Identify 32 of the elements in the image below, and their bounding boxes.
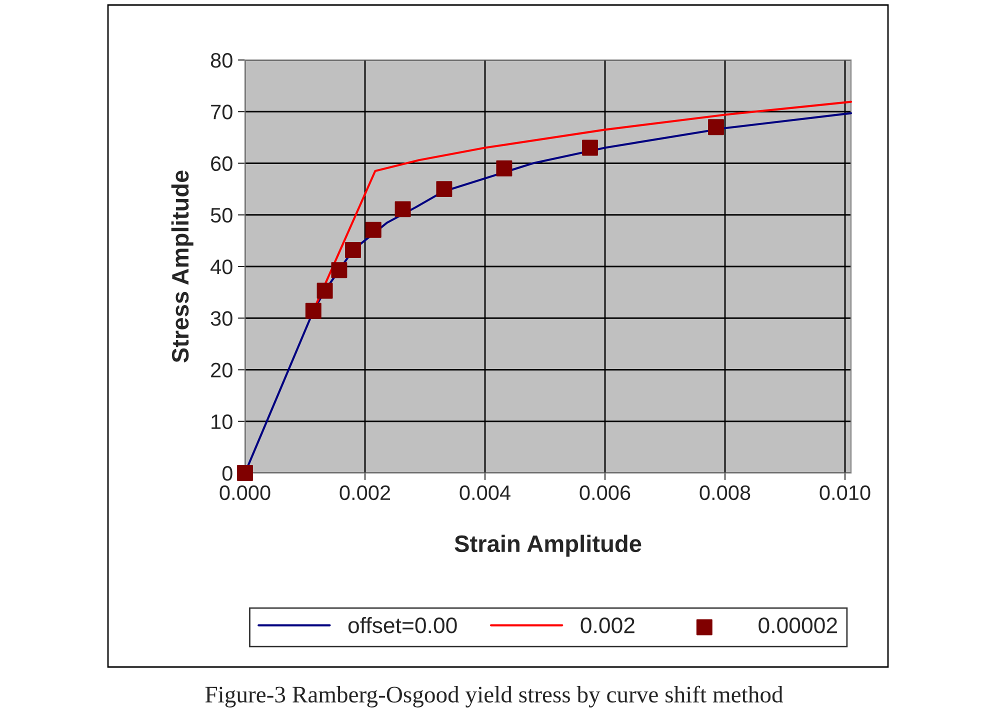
legend-label: 0.002 bbox=[580, 618, 634, 634]
point bbox=[345, 242, 361, 258]
legend-label: offset=0.00 bbox=[348, 616, 457, 634]
text: Figure-3 Ramberg-Osgood yield stress by curve shift method bbox=[205, 686, 784, 708]
x-tick-label: 0.006 bbox=[580, 485, 630, 500]
point bbox=[331, 262, 348, 278]
point bbox=[316, 282, 333, 299]
point bbox=[365, 222, 382, 238]
x-tick-label: 0.000 bbox=[220, 485, 270, 500]
y-tick-label: 10 bbox=[212, 414, 232, 430]
x-tick-label: 0.004 bbox=[460, 485, 510, 500]
point bbox=[708, 119, 724, 136]
y-tick-label: 20 bbox=[211, 362, 232, 378]
x-tick-label: 0.010 bbox=[820, 485, 870, 500]
point bbox=[305, 302, 322, 319]
y-axis-title: Stress Amplitude bbox=[171, 170, 194, 362]
point bbox=[394, 201, 411, 218]
point bbox=[496, 160, 512, 176]
x-tick-label: 0.002 bbox=[340, 485, 390, 500]
x-axis-title: Strain Amplitude bbox=[454, 534, 642, 557]
y-tick-label: 50 bbox=[210, 208, 232, 223]
y-tick-label: 80 bbox=[210, 53, 232, 68]
y-tick-label: 70 bbox=[211, 104, 232, 120]
legend-label: 0.00002 bbox=[758, 618, 837, 634]
point bbox=[436, 181, 452, 198]
point bbox=[582, 140, 598, 156]
y-tick-label: 40 bbox=[210, 260, 232, 274]
y-tick-label: 0 bbox=[222, 466, 232, 481]
point bbox=[237, 465, 253, 481]
y-tick-label: 30 bbox=[210, 311, 232, 326]
y-tick-label: 60 bbox=[211, 156, 232, 172]
x-tick-label: 0.008 bbox=[700, 485, 750, 500]
